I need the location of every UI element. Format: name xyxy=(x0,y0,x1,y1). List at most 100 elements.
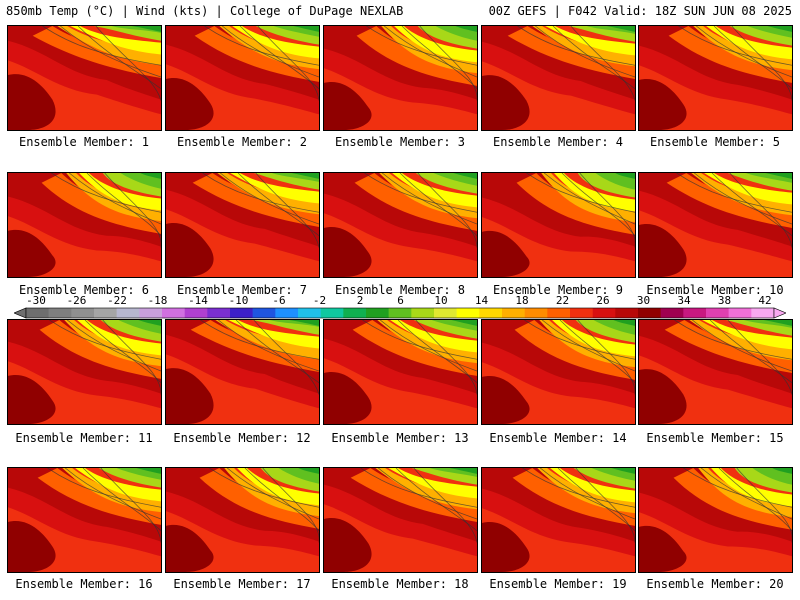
ensemble-member-label: Ensemble Member: 2 xyxy=(176,135,308,149)
ensemble-member-map xyxy=(638,172,793,278)
ensemble-member-label: Ensemble Member: 9 xyxy=(492,283,624,297)
ensemble-member-label: Ensemble Member: 1 xyxy=(18,135,150,149)
ensemble-member-map xyxy=(7,319,162,425)
ensemble-member-map xyxy=(323,467,478,573)
ensemble-member-label: Ensemble Member: 10 xyxy=(646,283,784,297)
colorbar-swatch xyxy=(502,308,525,318)
colorbar-swatch xyxy=(116,308,140,318)
colorbar-swatch xyxy=(547,308,571,318)
colorbar-tick-label: 18 xyxy=(515,294,529,307)
ensemble-member-map xyxy=(165,319,320,425)
ensemble-member-map xyxy=(323,25,478,131)
ensemble-member-label: Ensemble Member: 5 xyxy=(649,135,781,149)
colorbar-swatch xyxy=(230,308,253,318)
header: 850mb Temp (°C) | Wind (kts) | College o… xyxy=(0,0,800,22)
colorbar-swatch xyxy=(26,308,49,318)
ensemble-member-map xyxy=(638,467,793,573)
colorbar-swatch xyxy=(184,308,208,318)
colorbar-swatch xyxy=(683,308,707,318)
colorbar-swatch xyxy=(592,308,616,318)
colorbar-swatch xyxy=(207,308,231,318)
ensemble-member-label: Ensemble Member: 15 xyxy=(646,431,784,445)
ensemble-member-map xyxy=(7,172,162,278)
colorbar-swatch xyxy=(638,308,661,318)
ensemble-member-map xyxy=(165,25,320,131)
colorbar-swatch xyxy=(479,308,503,318)
colorbar-swatch xyxy=(660,308,684,318)
colorbar-tick-label: 6 xyxy=(397,294,404,307)
product-title: 850mb Temp (°C) | Wind (kts) | College o… xyxy=(6,4,404,18)
ensemble-member-label: Ensemble Member: 3 xyxy=(334,135,466,149)
ensemble-member-label: Ensemble Member: 20 xyxy=(646,577,784,591)
colorbar-swatch xyxy=(615,308,639,318)
colorbar-swatch xyxy=(320,308,344,318)
ensemble-member-label: Ensemble Member: 14 xyxy=(489,431,627,445)
colorbar-tick-label: 42 xyxy=(758,294,772,307)
ensemble-member-label: Ensemble Member: 18 xyxy=(331,577,469,591)
ensemble-member-map xyxy=(7,467,162,573)
colorbar-swatch xyxy=(411,308,435,318)
colorbar-tick-label: -6 xyxy=(272,294,286,307)
ensemble-member-map xyxy=(323,319,478,425)
ensemble-member-label: Ensemble Member: 6 xyxy=(18,283,150,297)
ensemble-member-label: Ensemble Member: 13 xyxy=(331,431,469,445)
colorbar-tick-label: -30 xyxy=(26,294,46,307)
temperature-colorbar xyxy=(14,307,786,319)
colorbar-swatch xyxy=(343,308,367,318)
ensemble-member-label: Ensemble Member: 12 xyxy=(173,431,311,445)
ensemble-member-map xyxy=(638,319,793,425)
colorbar-tick-label: 38 xyxy=(717,294,732,307)
colorbar-swatch xyxy=(388,308,412,318)
colorbar-tick-label: 2 xyxy=(356,294,364,307)
ensemble-member-map xyxy=(165,467,320,573)
ensemble-member-map xyxy=(323,172,478,278)
ensemble-member-label: Ensemble Member: 8 xyxy=(334,283,466,297)
ensemble-member-map xyxy=(638,25,793,131)
ensemble-member-label: Ensemble Member: 7 xyxy=(176,283,308,297)
colorbar-tick-label: -10 xyxy=(228,294,249,307)
ensemble-member-map xyxy=(165,172,320,278)
colorbar-tick-labels: -30 -26 -22 -18 -14 -10 -6 -2 2 6 10 14 18 22 26 30 34 38… xyxy=(0,294,800,308)
colorbar-swatch xyxy=(570,308,593,318)
colorbar-swatch xyxy=(366,308,389,318)
ensemble-member-map xyxy=(7,25,162,131)
colorbar-tick-label: -18 xyxy=(147,294,168,307)
colorbar-swatch xyxy=(706,308,729,318)
colorbar-min-arrow xyxy=(14,307,27,319)
ensemble-member-map xyxy=(481,467,636,573)
ensemble-member-label: Ensemble Member: 17 xyxy=(173,577,311,591)
ensemble-member-map xyxy=(481,319,636,425)
ensemble-member-label: Ensemble Member: 19 xyxy=(489,577,627,591)
colorbar-max-arrow xyxy=(773,307,786,319)
ensemble-member-map xyxy=(481,172,636,278)
colorbar-swatch xyxy=(252,308,276,318)
ensemble-member-map xyxy=(481,25,636,131)
colorbar-tick-label: 34 xyxy=(677,294,691,307)
colorbar-tick-label: 10 xyxy=(434,294,448,307)
colorbar-swatch xyxy=(139,308,163,318)
colorbar-swatch xyxy=(48,308,72,318)
colorbar-swatch xyxy=(434,308,457,318)
colorbar-swatch xyxy=(524,308,548,318)
colorbar-tick-label: -14 xyxy=(188,294,208,307)
colorbar-swatch xyxy=(728,308,752,318)
ensemble-member-label: Ensemble Member: 11 xyxy=(15,431,153,445)
model-run-title: 00Z GEFS | F042 Valid: 18Z SUN JUN 08 20… xyxy=(488,4,792,18)
colorbar-tick-label: 26 xyxy=(596,294,610,307)
colorbar-swatch xyxy=(298,308,321,318)
colorbar-swatch xyxy=(275,308,299,318)
ensemble-member-label: Ensemble Member: 16 xyxy=(15,577,153,591)
colorbar-tick-label: -26 xyxy=(66,294,87,307)
colorbar-tick-label: -22 xyxy=(107,294,127,307)
colorbar-tick-label: 30 xyxy=(636,294,651,307)
colorbar-tick-label: 22 xyxy=(555,294,570,307)
colorbar-swatch xyxy=(71,308,95,318)
colorbar-tick-label: 14 xyxy=(474,294,489,307)
colorbar-swatch xyxy=(162,308,185,318)
colorbar-swatch xyxy=(94,308,117,318)
colorbar-swatch xyxy=(456,308,480,318)
ensemble-member-label: Ensemble Member: 4 xyxy=(492,135,624,149)
colorbar-swatch xyxy=(751,308,775,318)
colorbar-tick-label: -2 xyxy=(312,294,327,307)
